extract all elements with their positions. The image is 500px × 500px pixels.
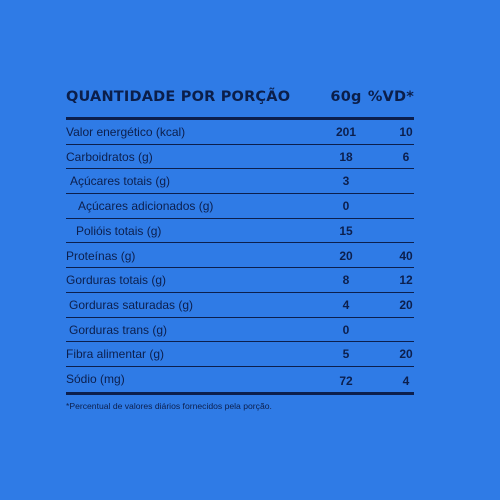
row-vd: 20: [399, 347, 413, 362]
row-divider: [66, 316, 414, 318]
footnote: *Percentual de valores diários fornecido…: [66, 401, 272, 411]
row-divider: [66, 365, 414, 367]
row-divider: [66, 193, 414, 195]
row-vd: 4: [402, 374, 410, 388]
row-vd: 20: [399, 297, 413, 312]
row-label: Gorduras trans (g): [69, 322, 168, 337]
row-label: Sódio (mg): [66, 372, 125, 386]
row-proteins: Proteínas (g) 20 40: [66, 244, 414, 269]
row-value: 0: [342, 199, 350, 214]
header-quantity-label: QUANTIDADE POR PORÇÃO: [66, 89, 291, 105]
row-divider: [66, 168, 414, 170]
header-portion-size: 60g: [330, 89, 362, 105]
row-divider: [66, 341, 414, 343]
row-label: Proteínas (g): [66, 248, 136, 263]
row-label: Polióis totais (g): [76, 223, 162, 238]
row-total-fat: Gorduras totais (g) 8 12: [66, 268, 414, 293]
row-sodium: Sódio (mg) 72 4: [66, 367, 414, 392]
row-fiber: Fibra alimentar (g) 5 20: [66, 342, 414, 367]
row-value: 20: [339, 248, 353, 263]
header-divider: [66, 117, 414, 120]
row-vd: 6: [402, 149, 410, 164]
row-value: 3: [342, 174, 350, 189]
table-header: QUANTIDADE POR PORÇÃO 60g %VD*: [66, 89, 414, 113]
row-divider: [66, 217, 414, 219]
row-label: Açúcares totais (g): [70, 174, 171, 189]
row-value: 8: [342, 273, 350, 288]
row-added-sugars: Açúcares adicionados (g) 0: [66, 194, 414, 219]
row-value: 4: [342, 297, 350, 312]
footer-divider: [66, 392, 414, 395]
row-value: 72: [339, 374, 353, 388]
row-saturated-fat: Gorduras saturadas (g) 4 20: [66, 293, 414, 318]
row-label: Fibra alimentar (g): [66, 347, 165, 362]
row-polyols: Polióis totais (g) 15: [66, 219, 414, 244]
row-label: Gorduras saturadas (g): [69, 297, 194, 312]
row-divider: [66, 267, 414, 269]
row-value: 18: [339, 149, 353, 164]
row-divider: [66, 291, 414, 293]
row-energy: Valor energético (kcal) 201 10: [66, 120, 414, 145]
row-value: 0: [342, 322, 350, 337]
row-value: 201: [335, 125, 357, 139]
header-daily-value: %VD*: [367, 89, 414, 105]
row-value: 5: [342, 347, 350, 362]
row-carbohydrates: Carboidratos (g) 18 6: [66, 145, 414, 170]
row-vd: 40: [399, 248, 413, 263]
row-label: Açúcares adicionados (g): [78, 199, 214, 214]
row-label: Gorduras totais (g): [66, 273, 167, 288]
row-label: Valor energético (kcal): [66, 125, 186, 139]
row-divider: [66, 242, 414, 244]
row-value: 15: [339, 223, 353, 238]
row-divider: [66, 143, 414, 145]
row-trans-fat: Gorduras trans (g) 0: [66, 318, 414, 343]
row-total-sugars: Açúcares totais (g) 3: [66, 169, 414, 195]
row-vd: 10: [399, 125, 413, 139]
row-vd: 12: [399, 273, 413, 288]
row-label: Carboidratos (g): [66, 149, 153, 164]
nutrition-facts-table: QUANTIDADE POR PORÇÃO 60g %VD* Valor ene…: [66, 0, 414, 500]
